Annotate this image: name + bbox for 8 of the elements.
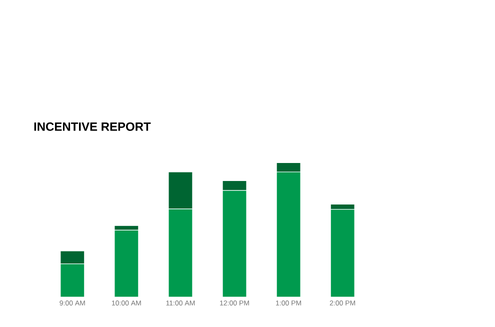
bar [114,230,139,298]
bar [222,190,247,298]
bar [168,208,193,298]
bar [222,180,247,191]
bar [60,264,85,298]
bar [330,209,355,298]
chart-title: INCENTIVE REPORT [34,122,151,131]
bar [276,172,301,298]
